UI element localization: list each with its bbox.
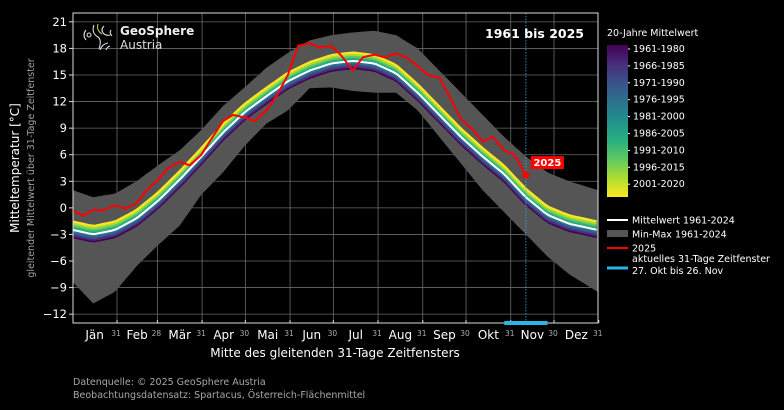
colorbar-title: 20-Jahre Mittelwert [607, 28, 699, 39]
colorbar-label: 1981-2000 [633, 112, 685, 123]
y-tick-label: −12 [43, 307, 67, 321]
series-line-1991-2010 [73, 55, 597, 231]
x-month-label: Mär [168, 328, 191, 342]
legend-swatch [607, 230, 628, 237]
logo-text-line1: GeoSphere [120, 24, 194, 38]
y-tick-label: 9 [60, 121, 67, 135]
y-tick-label: 3 [60, 174, 67, 188]
legend-label: Mittelwert 1961-2024 [632, 216, 735, 227]
colorbar-label: 1986-2005 [633, 129, 685, 140]
plot-frame [72, 12, 599, 324]
year-2025-marker [522, 171, 530, 179]
y-tick-label: 21 [52, 15, 67, 29]
y-tick-label: 6 [60, 148, 67, 162]
window-bar [504, 321, 548, 325]
x-day-label: 31 [417, 329, 427, 338]
series-line-1976-1995 [73, 61, 597, 237]
x-day-label: 28 [152, 329, 162, 338]
series-line-1996-2015 [73, 53, 597, 229]
x-month-label: Jun [301, 328, 321, 342]
colorbar-label: 1961-1980 [633, 44, 685, 55]
x-month-label: Jän [84, 328, 104, 342]
x-month-label: Dez [565, 328, 588, 342]
legend-label: Min-Max 1961-2024 [632, 230, 727, 241]
footer-source: Datenquelle: © 2025 GeoSphere Austria [73, 377, 266, 388]
x-day-label: 30 [460, 329, 470, 338]
y-tick-label: −9 [50, 281, 67, 295]
x-axis-label: Mitte des gleitenden 31-Tage Zeitfenster… [210, 346, 460, 360]
colorbar-label: 1996-2015 [633, 162, 685, 173]
legend-label: 2025 [632, 244, 656, 255]
x-month-label: Nov [521, 328, 544, 342]
label-box [530, 156, 564, 170]
x-month-label: Jul [347, 328, 362, 342]
x-month-label: Aug [389, 328, 412, 342]
year-2025-label: 2025 [530, 156, 564, 170]
y-tick-label: −6 [50, 254, 67, 268]
x-day-label: 31 [111, 329, 121, 338]
footer-dataset: Beobachtungsdatensatz: Spartacus, Österr… [73, 390, 365, 401]
y-tick-label: 18 [52, 41, 67, 55]
x-day-label: 30 [328, 329, 338, 338]
x-month-label: Apr [213, 328, 234, 342]
series-line-1986-2005 [73, 57, 597, 233]
y-tick-label: 12 [52, 95, 67, 109]
x-day-label: 31 [196, 329, 206, 338]
legend-item: Mittelwert 1961-2024 [607, 216, 735, 227]
colorbar-label: 2001-2020 [633, 179, 685, 190]
x-day-label: 31 [372, 329, 382, 338]
legend-item: 2025 [607, 244, 656, 255]
logo-icon [83, 23, 113, 51]
x-day-label: 30 [548, 329, 558, 338]
x-day-label: 31 [284, 329, 294, 338]
x-day-label: 31 [505, 329, 515, 338]
y-tick-label: 15 [52, 68, 67, 82]
series-line-1971-1990 [73, 63, 597, 239]
legend-label-2: 27. Okt bis 26. Nov [632, 266, 724, 277]
legend-item: Min-Max 1961-2024 [607, 230, 727, 241]
x-month-label: Mai [257, 328, 278, 342]
colorbar-label: 1966-1985 [633, 61, 685, 72]
y-tick-label: 0 [60, 201, 67, 215]
x-month-label: Sep [433, 328, 456, 342]
chart-title: 1961 bis 2025 [485, 26, 584, 41]
logo-text-line2: Austria [120, 38, 162, 52]
x-month-label: Okt [478, 328, 499, 342]
y-tick-label: −3 [50, 227, 67, 241]
mean-line [73, 59, 597, 236]
legend-label: aktuelles 31-Tage Zeitfenster [632, 254, 770, 265]
x-day-label: 30 [240, 329, 250, 338]
label-text: 2025 [533, 158, 561, 169]
legend: Mittelwert 1961-2024 Min-Max 1961-2024 202… [607, 216, 770, 277]
series-line-2001-2020 [73, 51, 597, 227]
y-axis-label: Mitteltemperatur [°C] [8, 103, 22, 233]
colorbar [607, 45, 628, 197]
minmax-band [73, 30, 598, 304]
x-month-label: Feb [127, 328, 148, 342]
y-axis-sublabel: gleitender Mittelwert über 31-Tage Zeitf… [26, 58, 37, 277]
year-2025-line [73, 42, 527, 217]
geosphere-logo: GeoSphere Austria [83, 23, 194, 52]
colorbar-label: 1991-2010 [633, 145, 685, 156]
colorbar-label: 1971-1990 [633, 78, 685, 89]
x-day-label: 31 [593, 329, 603, 338]
colorbar-label: 1976-1995 [633, 95, 685, 106]
series-line-1966-1985 [73, 65, 597, 241]
